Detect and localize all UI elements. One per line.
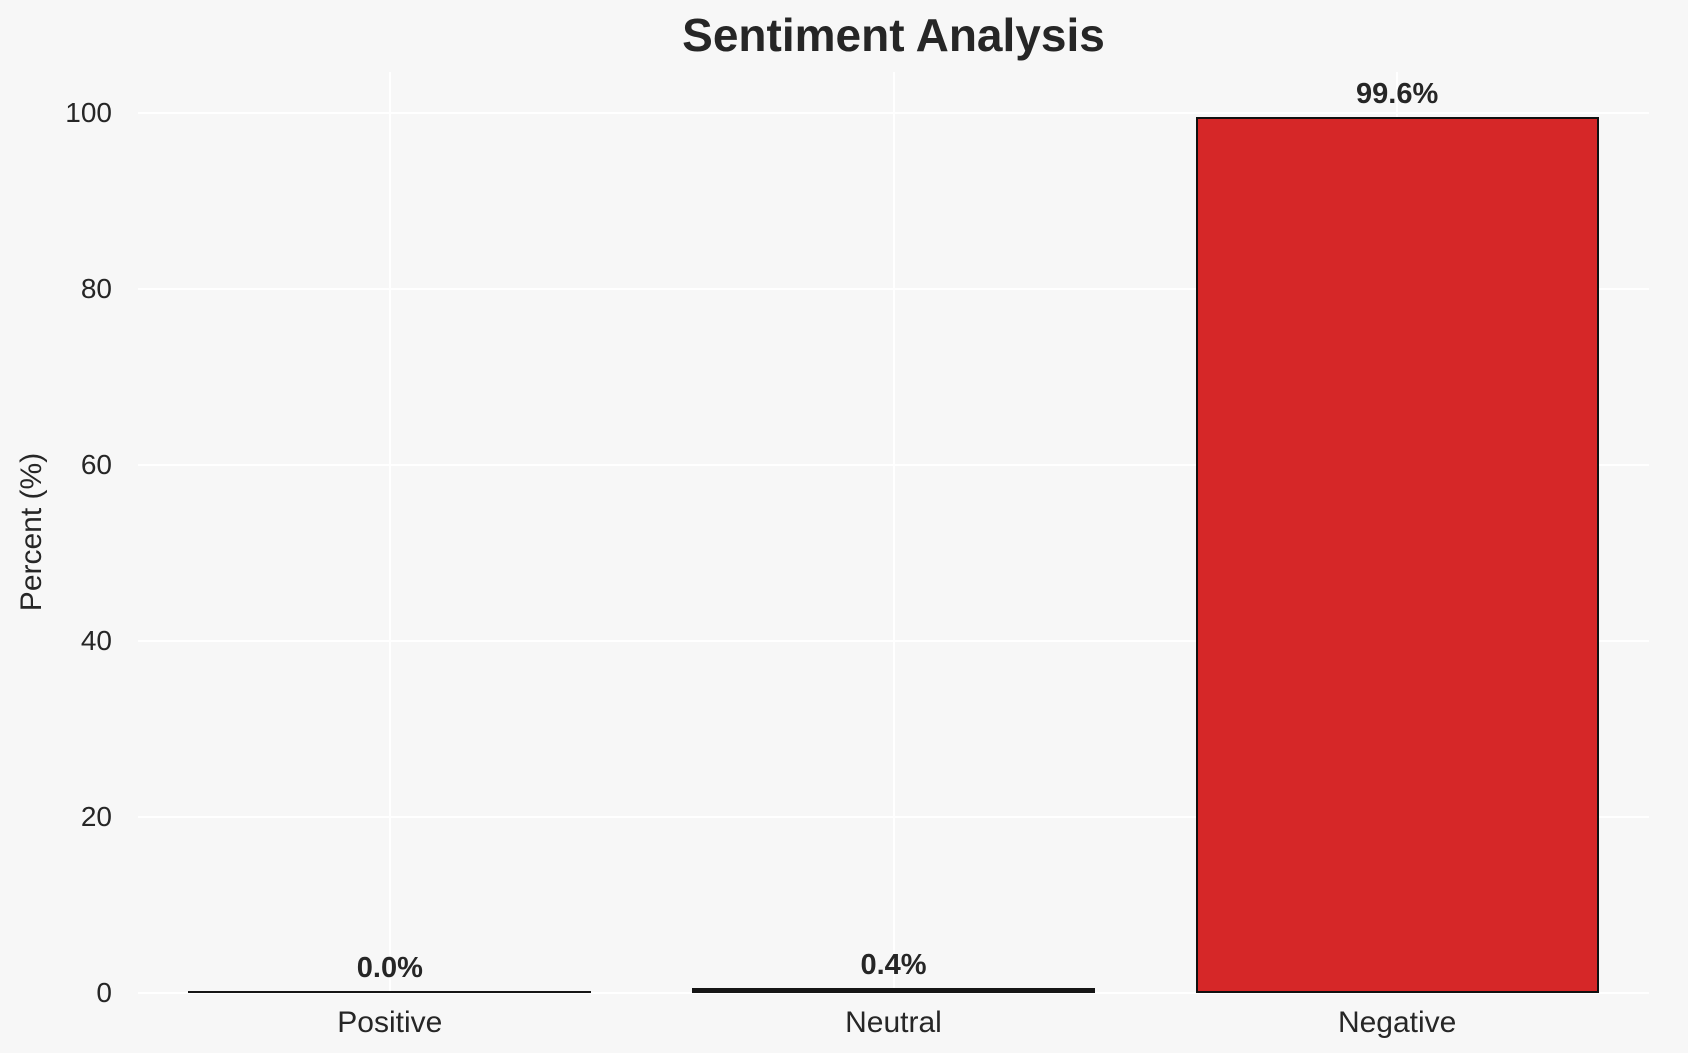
bar-value-label: 0.4% <box>860 949 927 981</box>
y-tick-label: 60 <box>80 449 112 481</box>
bar-value-label: 99.6% <box>1356 77 1439 110</box>
y-tick-label: 80 <box>80 273 112 305</box>
y-tick-label: 40 <box>80 625 112 657</box>
bar-negative <box>1195 116 1599 993</box>
x-tick-label: Neutral <box>845 1006 942 1039</box>
y-tick-label: 20 <box>80 801 112 833</box>
bar-value-label: 0.0% <box>356 952 423 984</box>
vertical-gridline <box>388 72 391 993</box>
bar-neutral <box>692 988 1095 993</box>
x-tick-label: Positive <box>337 1006 443 1039</box>
x-tick-label: Negative <box>1337 1006 1457 1039</box>
horizontal-gridline <box>138 992 1649 994</box>
plot-area: 0.0% 0.4% 99.6% <box>138 72 1649 994</box>
y-tick-label: 100 <box>65 97 112 129</box>
bar-positive <box>188 991 592 993</box>
vertical-gridline <box>892 72 895 993</box>
y-tick-label: 0 <box>96 977 112 1008</box>
chart-title: Sentiment Analysis <box>682 9 1105 61</box>
